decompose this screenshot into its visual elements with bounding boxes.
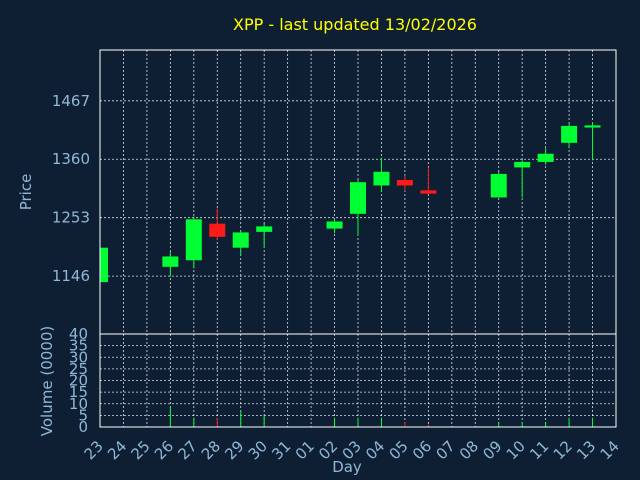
price-tick-label: 1467: [52, 92, 90, 110]
day-tick-label: 31: [268, 437, 294, 463]
chart-title: XPP - last updated 13/02/2026: [233, 15, 477, 34]
candle-body: [537, 153, 554, 162]
day-tick-label: 27: [174, 437, 200, 463]
day-tick-label: 28: [198, 437, 224, 463]
candle-body: [326, 221, 343, 229]
day-tick-label: 08: [456, 437, 482, 463]
volume-bars: [169, 406, 594, 427]
price-tick-label: 1253: [52, 209, 90, 227]
price-tick-label: 1360: [52, 150, 90, 168]
volume-grid: [99, 334, 617, 427]
candle-body: [100, 247, 108, 283]
day-tick-label: 11: [526, 437, 552, 463]
price-tick-labels: 1146 1253 1360 1467: [52, 92, 90, 285]
candle-body: [185, 219, 202, 261]
candle-body: [232, 232, 249, 248]
candles: [99, 122, 601, 283]
day-tick-label: 23: [81, 437, 107, 463]
day-tick-label: 30: [245, 437, 271, 463]
day-tick-label: 05: [386, 437, 412, 463]
day-tick-label: 13: [573, 437, 599, 463]
volume-tick-label: 35: [69, 337, 88, 355]
candle-body: [514, 161, 531, 168]
price-axis-label: Price: [17, 174, 35, 211]
volume-axis-label: Volume (0000): [38, 326, 56, 436]
day-tick-label: 06: [409, 437, 435, 463]
candle-body: [561, 125, 578, 143]
candle-body: [162, 256, 179, 267]
candle-body: [490, 173, 507, 198]
volume-tick-label: 10: [69, 395, 88, 413]
day-tick-label: 26: [151, 437, 177, 463]
volume-panel-frame: [99, 333, 617, 428]
day-tick-label: 04: [362, 437, 388, 463]
candle-body: [256, 226, 273, 232]
day-tick-label: 09: [479, 437, 505, 463]
day-tick-label: 01: [292, 437, 318, 463]
volume-tick-label: 5: [78, 406, 88, 424]
volume-tick-label: 20: [69, 372, 88, 390]
volume-tick-label: 0: [78, 418, 88, 436]
day-tick-label: 14: [597, 437, 623, 463]
candle-body: [396, 179, 413, 186]
candle-body: [209, 223, 226, 237]
candle-body: [420, 190, 437, 194]
day-tick-label: 12: [550, 437, 576, 463]
price-tick-label: 1146: [52, 267, 90, 285]
x-axis-label: Day: [332, 458, 362, 476]
volume-tick-label: 30: [69, 348, 88, 366]
volume-tick-label: 25: [69, 360, 88, 378]
day-tick-label: 25: [128, 437, 154, 463]
candle-body: [350, 182, 366, 214]
day-tick-label: 10: [503, 437, 529, 463]
candle-body: [373, 171, 390, 186]
day-tick-label: 07: [432, 437, 458, 463]
day-tick-label: 29: [221, 437, 247, 463]
volume-tick-label: 40: [69, 325, 88, 343]
volume-tick-label: 15: [69, 383, 88, 401]
candle-body: [584, 125, 601, 128]
price-grid: [99, 50, 617, 334]
day-tick-label: 24: [104, 437, 130, 463]
